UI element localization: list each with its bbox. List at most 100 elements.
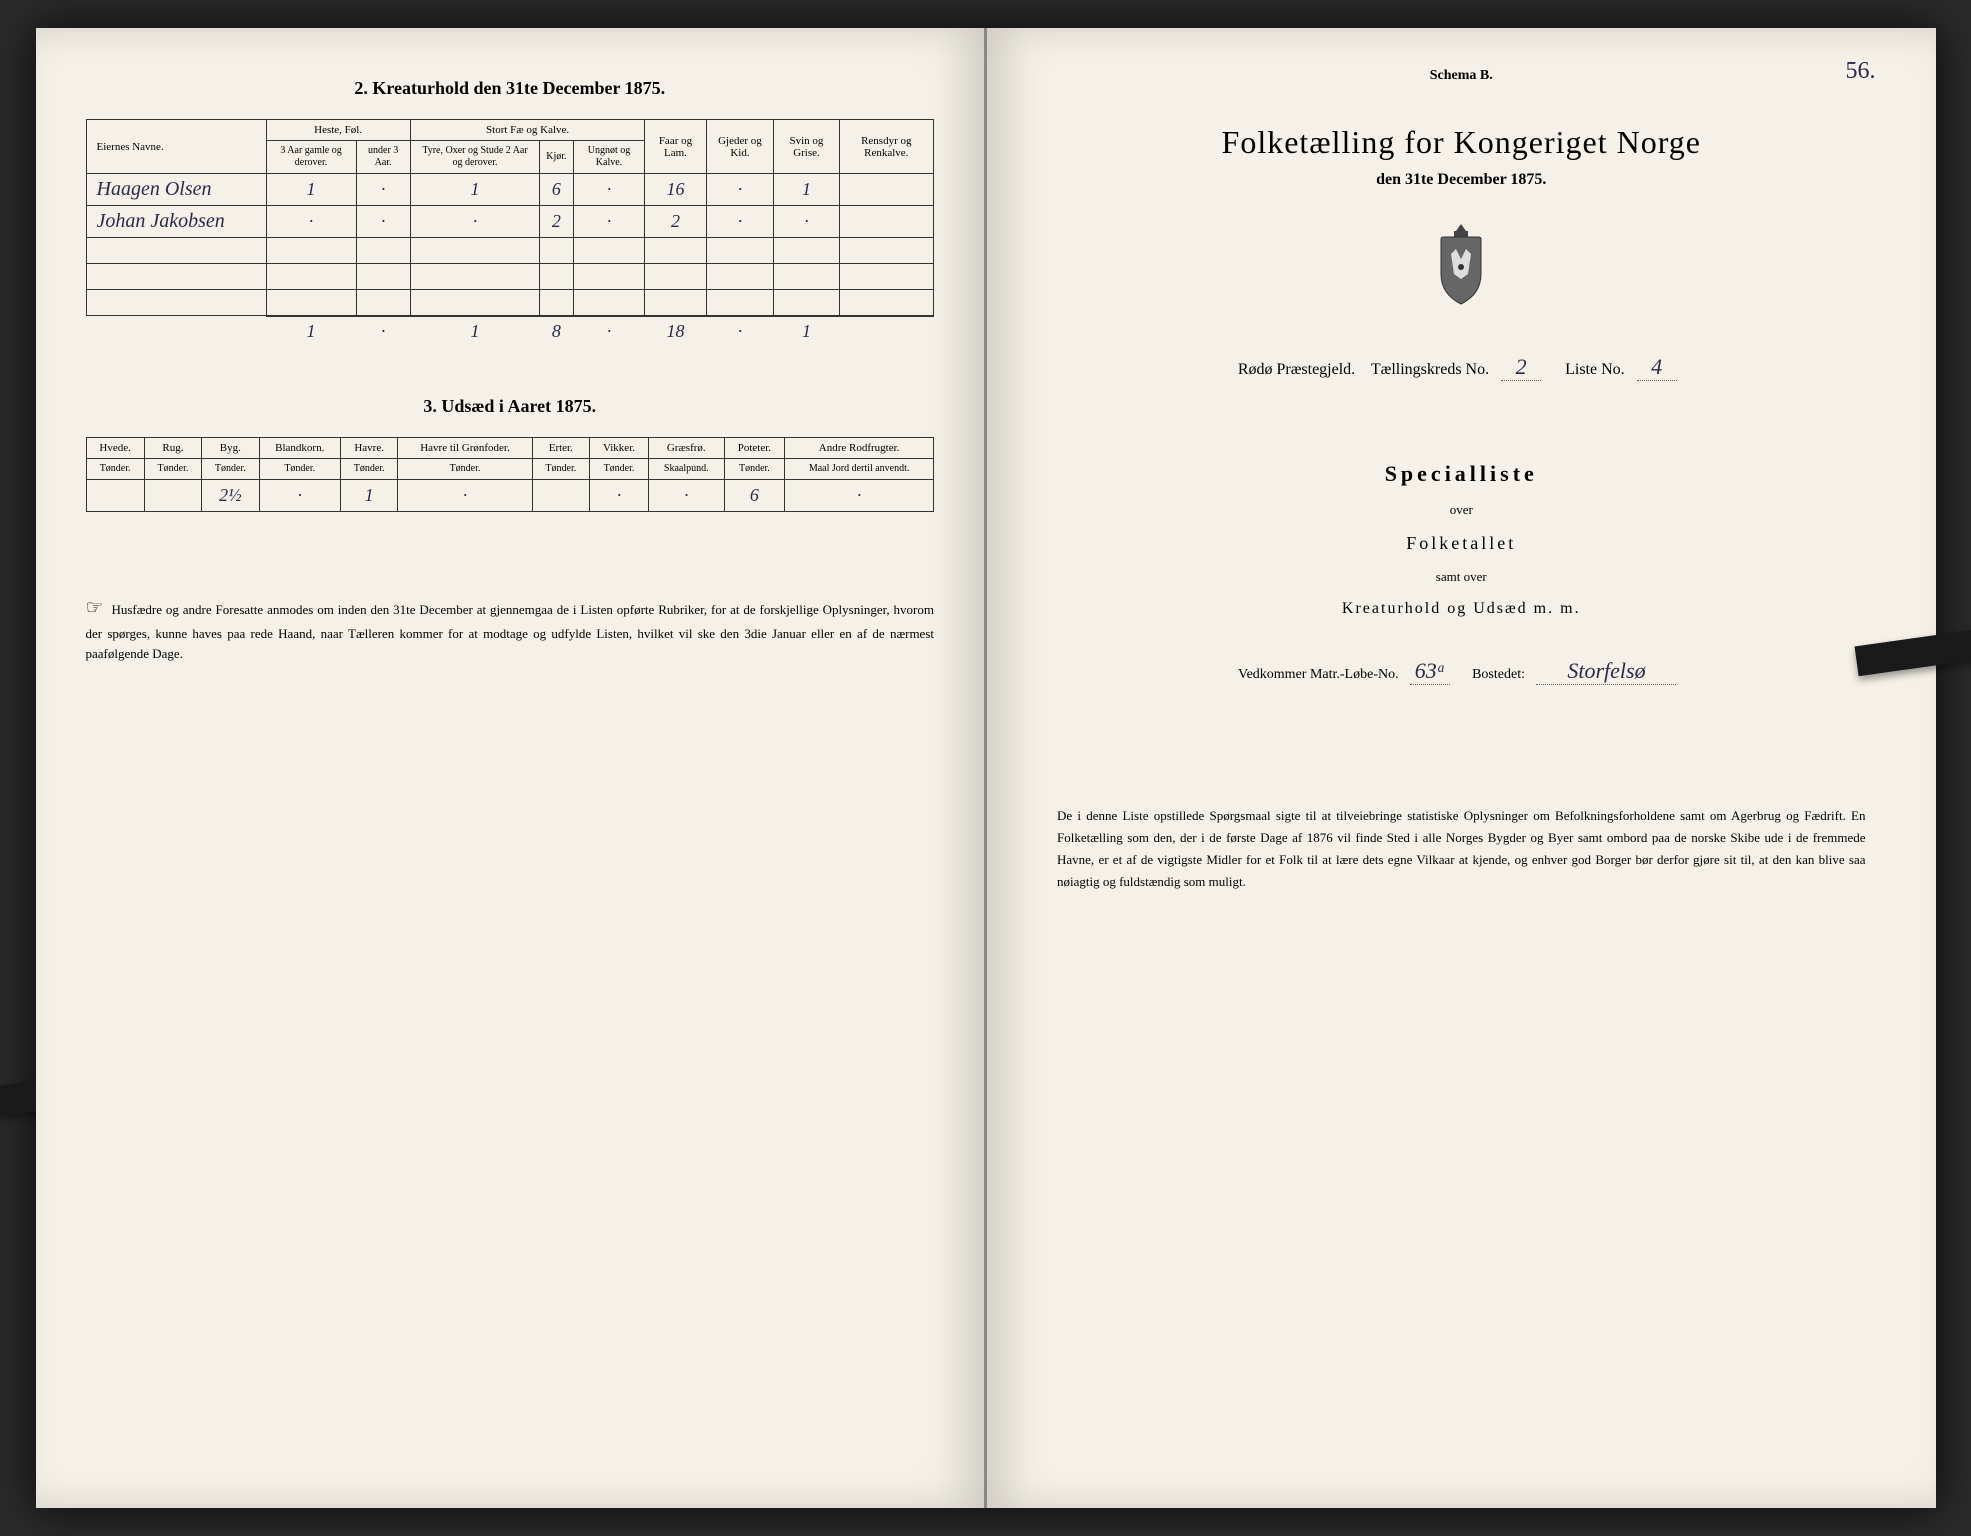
seed-header: Havre til Grønfoder. [398, 437, 532, 458]
special-title: Specialliste [1037, 461, 1886, 487]
blank-row [86, 238, 934, 264]
table-row: Johan Jakobsen···2·2·· [86, 206, 934, 238]
sub-date: den 31te December 1875. [1037, 171, 1886, 189]
sum-value: · [573, 316, 645, 346]
coat-of-arms-icon [1037, 219, 1886, 314]
matr-label: Vedkommer Matr.-Løbe-No. [1238, 667, 1399, 682]
cell-value [839, 174, 933, 206]
cell-value [839, 206, 933, 238]
bostedet-value: Storfelsø [1536, 658, 1676, 685]
kreatur-line: Kreaturhold og Udsæd m. m. [1037, 600, 1886, 618]
page-number: 56. [1846, 58, 1876, 85]
seed-header: Byg. [202, 437, 259, 458]
right-footer-text: De i denne Liste opstillede Spørgsmaal s… [1037, 805, 1886, 893]
cell-value: 16 [645, 174, 706, 206]
cell-value: 2 [540, 206, 573, 238]
blank-row [86, 264, 934, 290]
district-prefix: Rødø Præstegjeld. [1238, 361, 1355, 378]
liste-label: Liste No. [1565, 361, 1625, 378]
tk-value: 2 [1501, 354, 1541, 381]
folketallet: Folketallet [1037, 533, 1886, 554]
seed-value: 2½ [202, 479, 259, 511]
district-line: Rødø Præstegjeld. Tællingskreds No. 2 Li… [1037, 354, 1886, 381]
cell-value: · [573, 206, 645, 238]
seed-unit: Tønder. [202, 458, 259, 479]
col-gjeder: Gjeder og Kid. [706, 120, 774, 174]
subcol-tyre: Tyre, Oxer og Stude 2 Aar og derover. [410, 141, 540, 174]
subcol-heste3: 3 Aar gamle og derover. [266, 141, 356, 174]
seed-value: · [785, 479, 934, 511]
seed-unit: Tønder. [398, 458, 532, 479]
seed-header: Havre. [340, 437, 397, 458]
seed-value [144, 479, 201, 511]
seed-value: · [398, 479, 532, 511]
samt-over: samt over [1037, 569, 1886, 585]
seed-value: 1 [340, 479, 397, 511]
seed-unit: Tønder. [144, 458, 201, 479]
cell-value: 2 [645, 206, 706, 238]
left-footer-paragraph: ☞Husfædre og andre Foresatte anmodes om … [86, 592, 935, 666]
owner-name: Johan Jakobsen [86, 206, 266, 238]
seed-header: Hvede. [86, 437, 144, 458]
livestock-table: Eiernes Navne. Heste, Føl. Stort Fæ og K… [86, 119, 935, 346]
col-rensdyr: Rensdyr og Renkalve. [839, 120, 933, 174]
sum-value: 1 [410, 316, 540, 346]
matr-line: Vedkommer Matr.-Løbe-No. 63ᵃ Bostedet: S… [1037, 658, 1886, 685]
section-3-title: 3. Udsæd i Aaret 1875. [86, 396, 935, 417]
cell-value: 1 [410, 174, 540, 206]
matr-value: 63ᵃ [1410, 658, 1450, 685]
cell-value: · [774, 206, 839, 238]
cell-value: · [356, 174, 410, 206]
cell-value: · [266, 206, 356, 238]
seed-header: Rug. [144, 437, 201, 458]
left-footer-text: Husfædre og andre Foresatte anmodes om i… [86, 602, 935, 662]
sum-value: 8 [540, 316, 573, 346]
tk-label: Tællingskreds No. [1371, 361, 1489, 378]
left-page: 2. Kreaturhold den 31te December 1875. E… [36, 28, 988, 1508]
seed-unit: Skaalpund. [648, 458, 724, 479]
sum-value: · [356, 316, 410, 346]
cell-value: 6 [540, 174, 573, 206]
seed-header: Vikker. [590, 437, 649, 458]
seed-unit: Tønder. [86, 458, 144, 479]
blank-row [86, 290, 934, 316]
col-faar: Faar og Lam. [645, 120, 706, 174]
seed-unit: Tønder. [259, 458, 340, 479]
seed-unit: Maal Jord dertil anvendt. [785, 458, 934, 479]
over-1: over [1037, 502, 1886, 518]
subcol-ungnot: Ungnøt og Kalve. [573, 141, 645, 174]
subcol-kjor: Kjør. [540, 141, 573, 174]
col-heste: Heste, Føl. [266, 120, 410, 141]
cell-value: · [706, 174, 774, 206]
seed-header: Poteter. [724, 437, 785, 458]
col-svin: Svin og Grise. [774, 120, 839, 174]
schema-label: Schema B. [1037, 68, 1886, 84]
seed-unit: Tønder. [532, 458, 589, 479]
sum-value: 18 [645, 316, 706, 346]
cell-value: · [573, 174, 645, 206]
section-2-kreaturhold: 2. Kreaturhold den 31te December 1875. E… [86, 78, 935, 346]
liste-value: 4 [1637, 354, 1677, 381]
cell-value: 1 [266, 174, 356, 206]
sum-value [839, 316, 933, 346]
sum-value: 1 [774, 316, 839, 346]
subcol-hesteu3: under 3 Aar. [356, 141, 410, 174]
section-3-udsaed: 3. Udsæd i Aaret 1875. Hvede.Rug.Byg.Bla… [86, 396, 935, 512]
seed-value: · [259, 479, 340, 511]
bostedet-label: Bostedet: [1472, 667, 1525, 682]
seed-header: Erter. [532, 437, 589, 458]
sum-value: · [706, 316, 774, 346]
seed-header: Græsfrø. [648, 437, 724, 458]
pointing-hand-icon: ☞ [86, 592, 104, 624]
seed-value: 6 [724, 479, 785, 511]
right-page: 56. Schema B. Folketælling for Kongerige… [987, 28, 1936, 1508]
open-book: 2. Kreaturhold den 31te December 1875. E… [36, 28, 1936, 1508]
seed-unit: Tønder. [724, 458, 785, 479]
col-names: Eiernes Navne. [86, 120, 266, 174]
section-2-title: 2. Kreaturhold den 31te December 1875. [86, 78, 935, 99]
seed-header: Blandkorn. [259, 437, 340, 458]
cell-value: · [356, 206, 410, 238]
seed-value [86, 479, 144, 511]
sum-row: 1·18·18·1 [86, 316, 934, 346]
cell-value: · [410, 206, 540, 238]
